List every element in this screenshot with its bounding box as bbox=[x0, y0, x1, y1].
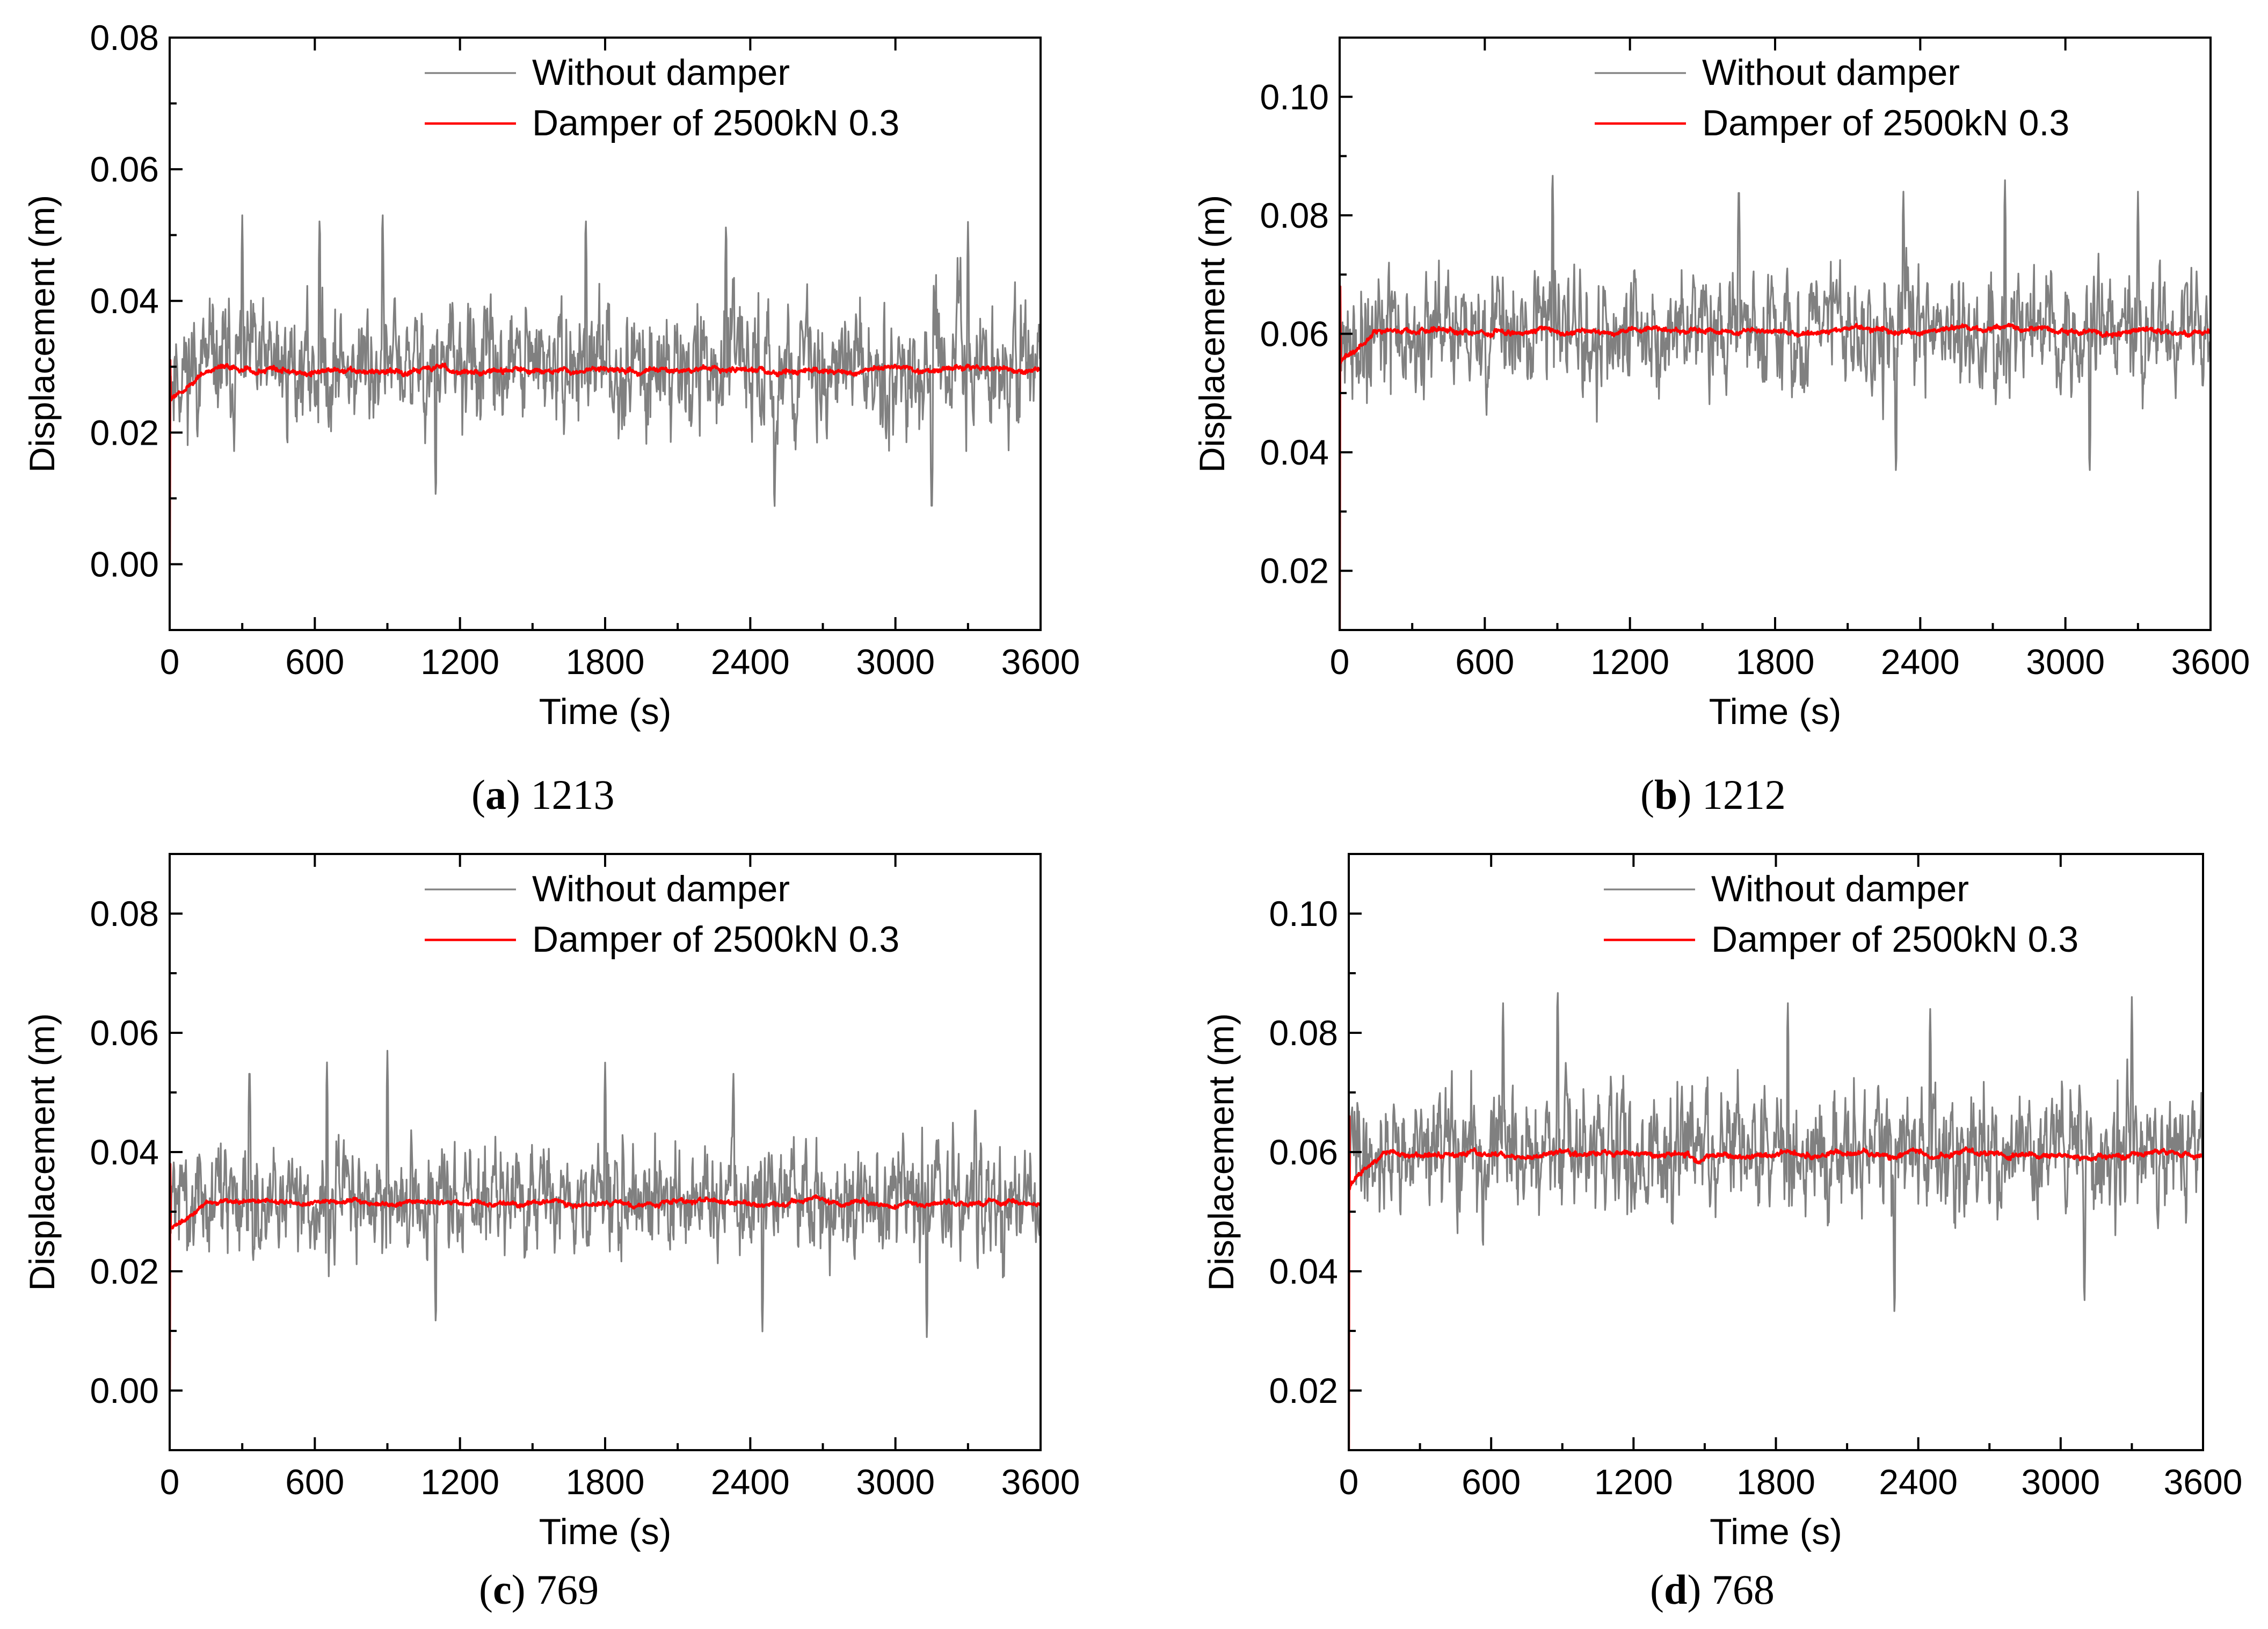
legend-label-damper: Damper of 2500kN 0.3 bbox=[532, 919, 899, 960]
x-axis-label: Time (s) bbox=[539, 1511, 672, 1552]
y-tick-label: 0.02 bbox=[90, 1251, 159, 1291]
x-tick-label: 3600 bbox=[2164, 1462, 2243, 1502]
y-axis-label: Displacement (m) bbox=[1192, 195, 1232, 473]
x-tick-label: 1200 bbox=[420, 1462, 499, 1502]
series-line-damper bbox=[1349, 1115, 2203, 1450]
x-tick-label: 3600 bbox=[1001, 1462, 1080, 1502]
legend-label-damper: Damper of 2500kN 0.3 bbox=[1702, 103, 2069, 143]
chart-panel-d: 0 600 1200 1800 2400 3000 3600 0.02 0.04 0.06 0.08… bbox=[1201, 853, 2243, 1552]
y-tick-label: 0.04 bbox=[90, 1132, 159, 1172]
x-tick-label: 3000 bbox=[2026, 642, 2105, 682]
x-axis-label: Time (s) bbox=[1709, 691, 1842, 732]
legend-label-damper: Damper of 2500kN 0.3 bbox=[1711, 919, 2078, 960]
legend-label-without-damper: Without damper bbox=[532, 868, 790, 909]
x-tick-label: 1800 bbox=[1736, 1462, 1815, 1502]
legend-label-damper: Damper of 2500kN 0.3 bbox=[532, 103, 899, 143]
plot-area bbox=[1349, 992, 2203, 1450]
y-tick-label: 0.02 bbox=[90, 412, 159, 452]
plot-area bbox=[170, 214, 1041, 564]
y-tick-label: 0.08 bbox=[1260, 196, 1329, 235]
y-axis-label: Displacement (m) bbox=[22, 1013, 62, 1291]
y-tick-label: 0.10 bbox=[1260, 77, 1329, 117]
caption-d: (d) 768 bbox=[1650, 1566, 1775, 1613]
x-tick-label: 600 bbox=[285, 642, 344, 682]
y-tick-label: 0.06 bbox=[90, 149, 159, 189]
series-line-without-damper bbox=[170, 1049, 1041, 1391]
x-tick-label: 2400 bbox=[711, 642, 790, 682]
caption-c: (c) 769 bbox=[479, 1566, 599, 1613]
y-tick-label: 0.06 bbox=[1269, 1132, 1338, 1172]
x-tick-label: 1200 bbox=[420, 642, 499, 682]
chart-panel-b: 0 600 1200 1800 2400 3000 3600 0.02 0.04 0.06 0.08… bbox=[1192, 37, 2250, 732]
x-tick-label: 0 bbox=[1339, 1462, 1359, 1502]
x-axis-label: Time (s) bbox=[539, 691, 672, 732]
x-tick-label: 3600 bbox=[1001, 642, 1080, 682]
y-tick-label: 0.10 bbox=[1269, 894, 1338, 933]
x-tick-label: 600 bbox=[1455, 642, 1514, 682]
caption-b: (b) 1212 bbox=[1640, 771, 1786, 818]
x-tick-label: 2400 bbox=[711, 1462, 790, 1502]
y-tick-label: 0.06 bbox=[90, 1013, 159, 1053]
y-tick-label: 0.04 bbox=[1260, 432, 1329, 472]
y-tick-label: 0.08 bbox=[90, 894, 159, 933]
x-tick-label: 2400 bbox=[1881, 642, 1960, 682]
x-tick-label: 0 bbox=[160, 642, 180, 682]
x-tick-label: 3600 bbox=[2171, 642, 2250, 682]
y-tick-label: 0.06 bbox=[1260, 314, 1329, 354]
y-tick-label: 0.02 bbox=[1269, 1371, 1338, 1410]
x-tick-label: 1800 bbox=[1736, 642, 1815, 682]
y-tick-label: 0.00 bbox=[90, 1371, 159, 1410]
legend-label-without-damper: Without damper bbox=[1711, 868, 1969, 909]
series-line-damper bbox=[1340, 285, 2211, 630]
chart-panel-c: 0 600 1200 1800 2400 3000 3600 0.00 0.02 0.04 0.06… bbox=[22, 853, 1080, 1552]
x-tick-label: 3000 bbox=[856, 1462, 935, 1502]
x-tick-label: 600 bbox=[285, 1462, 344, 1502]
x-tick-label: 1200 bbox=[1590, 642, 1669, 682]
x-tick-label: 0 bbox=[160, 1462, 180, 1502]
series-line-without-damper bbox=[1340, 175, 2211, 630]
x-axis-label: Time (s) bbox=[1710, 1511, 1842, 1552]
y-axis-label: Displacement (m) bbox=[22, 195, 62, 473]
series-line-damper bbox=[170, 1162, 1041, 1391]
chart-panel-a: 0 600 1200 1800 2400 3000 3600 0.00 0.02 0.04 0.06… bbox=[22, 18, 1080, 732]
y-tick-label: 0.00 bbox=[90, 544, 159, 584]
series-line-without-damper bbox=[170, 214, 1041, 564]
y-tick-label: 0.08 bbox=[90, 18, 159, 57]
x-tick-label: 1800 bbox=[566, 1462, 645, 1502]
y-tick-label: 0.04 bbox=[1269, 1251, 1338, 1291]
plot-area bbox=[1340, 175, 2211, 630]
x-tick-label: 600 bbox=[1462, 1462, 1521, 1502]
y-tick-label: 0.08 bbox=[1269, 1013, 1338, 1053]
legend-label-without-damper: Without damper bbox=[532, 52, 790, 93]
caption-a: (a) 1213 bbox=[471, 771, 615, 818]
x-tick-label: 1200 bbox=[1594, 1462, 1673, 1502]
x-tick-label: 3000 bbox=[856, 642, 935, 682]
y-tick-label: 0.04 bbox=[90, 281, 159, 321]
x-tick-label: 0 bbox=[1330, 642, 1350, 682]
y-tick-label: 0.02 bbox=[1260, 551, 1329, 591]
series-line-damper bbox=[170, 359, 1041, 564]
y-axis-label: Displacement (m) bbox=[1201, 1013, 1241, 1291]
x-tick-label: 1800 bbox=[566, 642, 645, 682]
legend-label-without-damper: Without damper bbox=[1702, 52, 1960, 93]
plot-area bbox=[170, 1049, 1041, 1391]
x-tick-label: 2400 bbox=[1879, 1462, 1958, 1502]
x-tick-label: 3000 bbox=[2021, 1462, 2100, 1502]
series-line-without-damper bbox=[1349, 992, 2203, 1450]
